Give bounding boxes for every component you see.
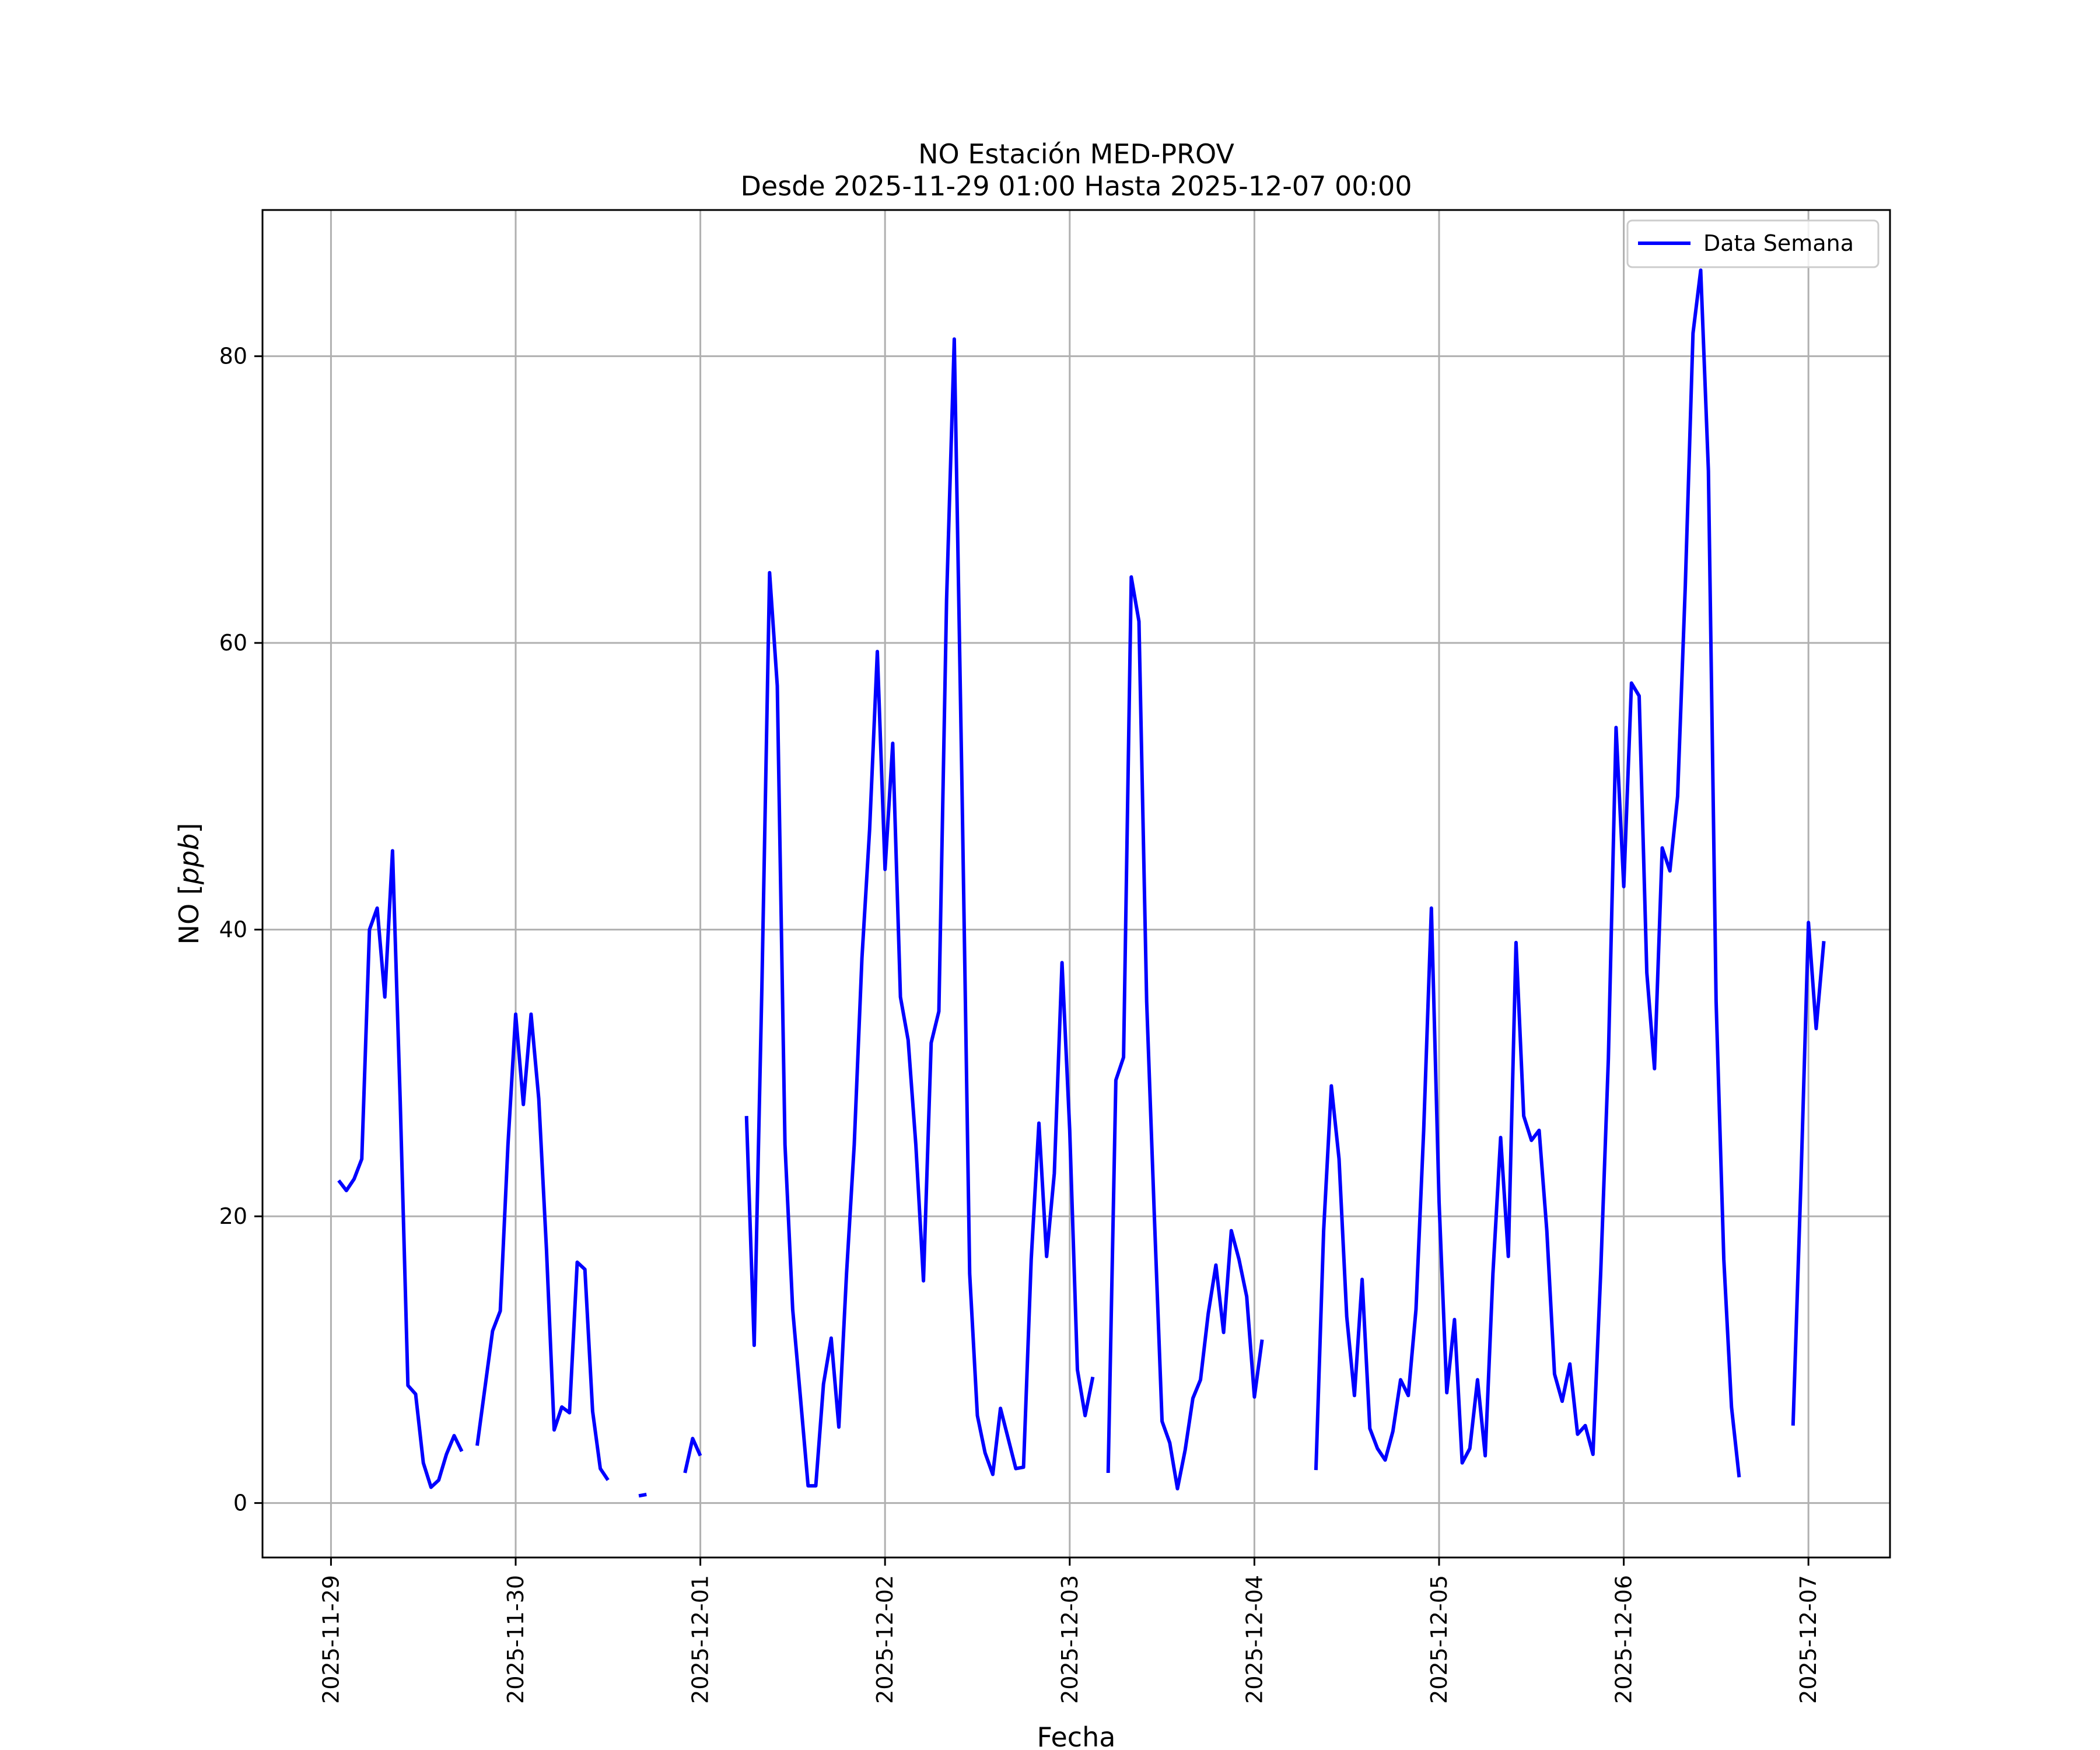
series-line-segment <box>337 849 464 1489</box>
series-line-segment <box>475 1012 610 1481</box>
x-tick-label: 2025-12-06 <box>1611 1575 1637 1704</box>
y-axis-label-main: NO [ <box>173 884 205 944</box>
x-tick-label: 2025-12-05 <box>1426 1575 1452 1704</box>
y-tick-label: 60 <box>219 630 247 656</box>
chart-title: NO Estación MED-PROV <box>918 138 1234 170</box>
y-axis-label: NO [ppb] <box>173 823 205 945</box>
axis-ticks: 0 20 40 60 80 2025-11-29 2025-11-30 2025-12-01 2… <box>219 344 1822 1704</box>
x-axis-label: Fecha <box>1037 1721 1116 1750</box>
x-tick-label: 2025-12-04 <box>1241 1575 1267 1704</box>
series-line-segment <box>1106 575 1264 1490</box>
series-line-segment <box>744 337 1095 1488</box>
x-tick-label: 2025-11-30 <box>503 1575 528 1704</box>
legend-label-data-semana: Data Semana <box>1703 230 1854 256</box>
y-axis-label-close: ] <box>173 823 205 834</box>
y-tick-label: 0 <box>233 1490 247 1516</box>
chart-subtitle: Desde 2025-11-29 01:00 Hasta 2025-12-07 … <box>740 170 1412 202</box>
series-line-segment <box>1314 268 1741 1478</box>
y-tick-label: 20 <box>219 1203 247 1229</box>
plot-frame <box>261 209 1891 1559</box>
x-tick-label: 2025-11-29 <box>318 1575 344 1704</box>
series-line-segment <box>638 1492 647 1498</box>
x-tick-label: 2025-12-02 <box>872 1575 898 1704</box>
x-tick-label: 2025-12-07 <box>1796 1575 1821 1704</box>
y-tick-label: 40 <box>219 917 247 943</box>
legend-box <box>1626 219 1880 268</box>
y-axis-label-unit: ppb <box>173 834 205 886</box>
series-layer <box>337 268 1826 1498</box>
grid-lines <box>262 210 1890 1558</box>
legend: Data Semana <box>1626 219 1880 268</box>
x-tick-label: 2025-12-03 <box>1057 1575 1083 1704</box>
x-tick-label: 2025-12-01 <box>688 1575 713 1704</box>
y-tick-label: 80 <box>219 344 247 369</box>
series-line-segment <box>683 1437 702 1474</box>
series-line-segment <box>1791 921 1826 1426</box>
